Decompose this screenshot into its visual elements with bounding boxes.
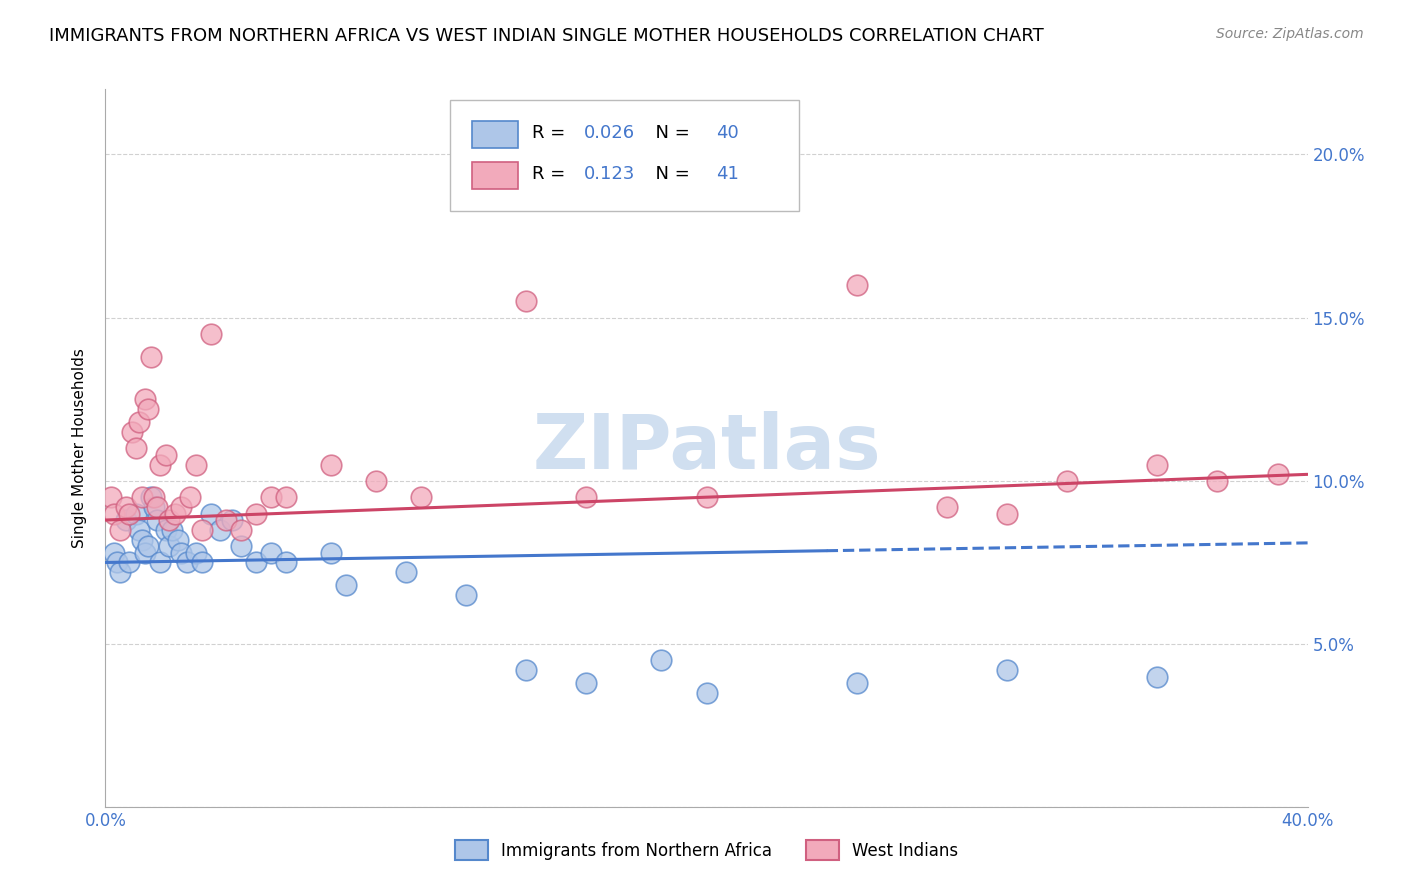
Point bbox=[142, 500, 165, 514]
Point bbox=[245, 556, 267, 570]
Point bbox=[845, 278, 868, 293]
Point bbox=[575, 676, 598, 690]
Legend: Immigrants from Northern Africa, West Indians: Immigrants from Northern Africa, West In… bbox=[449, 833, 965, 867]
Point bbox=[456, 588, 478, 602]
Point bbox=[395, 566, 418, 580]
Point bbox=[148, 556, 170, 570]
Point bbox=[995, 507, 1018, 521]
Text: R =: R = bbox=[533, 165, 571, 183]
Point bbox=[131, 533, 153, 547]
FancyBboxPatch shape bbox=[450, 100, 799, 211]
Point bbox=[319, 546, 342, 560]
Text: 0.026: 0.026 bbox=[583, 124, 636, 142]
Point bbox=[409, 490, 432, 504]
Point bbox=[169, 500, 191, 514]
Point bbox=[136, 402, 159, 417]
Point bbox=[142, 490, 165, 504]
Point bbox=[139, 490, 162, 504]
Point bbox=[100, 490, 122, 504]
Text: 0.123: 0.123 bbox=[583, 165, 636, 183]
Point bbox=[260, 546, 283, 560]
Text: N =: N = bbox=[644, 165, 696, 183]
Point bbox=[157, 539, 180, 553]
Point bbox=[364, 474, 387, 488]
Point bbox=[118, 507, 141, 521]
Text: N =: N = bbox=[644, 124, 696, 142]
Point bbox=[845, 676, 868, 690]
Point bbox=[184, 546, 207, 560]
Point bbox=[139, 350, 162, 364]
Point bbox=[696, 686, 718, 700]
Point bbox=[163, 507, 186, 521]
Point bbox=[136, 539, 159, 553]
Point bbox=[128, 523, 150, 537]
Text: 41: 41 bbox=[716, 165, 740, 183]
Point bbox=[176, 556, 198, 570]
Point bbox=[124, 507, 146, 521]
Point bbox=[155, 523, 177, 537]
Y-axis label: Single Mother Households: Single Mother Households bbox=[72, 348, 87, 549]
Point bbox=[103, 507, 125, 521]
Text: Source: ZipAtlas.com: Source: ZipAtlas.com bbox=[1216, 27, 1364, 41]
Point bbox=[208, 523, 231, 537]
Point bbox=[134, 546, 156, 560]
Point bbox=[145, 500, 167, 514]
Point bbox=[229, 523, 252, 537]
Point bbox=[110, 566, 132, 580]
Point bbox=[1056, 474, 1078, 488]
Point bbox=[131, 490, 153, 504]
Point bbox=[128, 415, 150, 429]
Point bbox=[214, 513, 236, 527]
Point bbox=[121, 425, 143, 439]
FancyBboxPatch shape bbox=[472, 161, 517, 189]
Text: 40: 40 bbox=[716, 124, 740, 142]
Point bbox=[650, 653, 672, 667]
Point bbox=[335, 578, 357, 592]
Point bbox=[995, 663, 1018, 677]
Point bbox=[515, 294, 537, 309]
Point bbox=[229, 539, 252, 553]
Point bbox=[190, 523, 212, 537]
Point bbox=[157, 513, 180, 527]
Point bbox=[169, 546, 191, 560]
Point bbox=[274, 490, 297, 504]
Point bbox=[696, 490, 718, 504]
Point bbox=[260, 490, 283, 504]
Text: IMMIGRANTS FROM NORTHERN AFRICA VS WEST INDIAN SINGLE MOTHER HOUSEHOLDS CORRELAT: IMMIGRANTS FROM NORTHERN AFRICA VS WEST … bbox=[49, 27, 1045, 45]
Point bbox=[160, 523, 183, 537]
Point bbox=[1267, 467, 1289, 482]
Point bbox=[1206, 474, 1229, 488]
Point bbox=[575, 490, 598, 504]
Point bbox=[936, 500, 959, 514]
Point bbox=[245, 507, 267, 521]
Point bbox=[107, 556, 129, 570]
Point bbox=[115, 513, 138, 527]
Point bbox=[190, 556, 212, 570]
Point bbox=[118, 556, 141, 570]
Point bbox=[221, 513, 243, 527]
Point bbox=[124, 442, 146, 455]
Point bbox=[179, 490, 201, 504]
Point bbox=[110, 523, 132, 537]
Point bbox=[155, 448, 177, 462]
Point bbox=[166, 533, 188, 547]
Point bbox=[115, 500, 138, 514]
FancyBboxPatch shape bbox=[472, 120, 517, 148]
Point bbox=[515, 663, 537, 677]
Point bbox=[184, 458, 207, 472]
Point bbox=[200, 326, 222, 341]
Point bbox=[148, 458, 170, 472]
Point bbox=[274, 556, 297, 570]
Text: R =: R = bbox=[533, 124, 571, 142]
Text: ZIPatlas: ZIPatlas bbox=[533, 411, 880, 485]
Point bbox=[103, 546, 125, 560]
Point bbox=[1146, 670, 1168, 684]
Point bbox=[145, 513, 167, 527]
Point bbox=[200, 507, 222, 521]
Point bbox=[134, 392, 156, 407]
Point bbox=[319, 458, 342, 472]
Point bbox=[1146, 458, 1168, 472]
